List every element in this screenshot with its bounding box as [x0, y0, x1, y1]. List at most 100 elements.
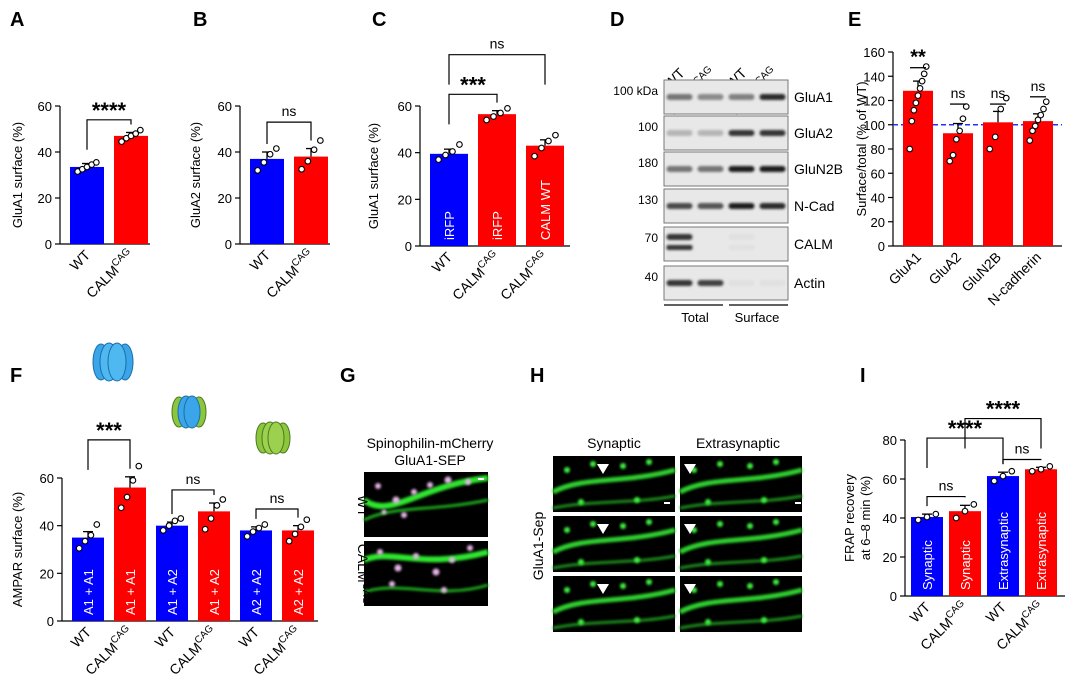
- bar-label: A1 + A1: [123, 569, 138, 615]
- data-point: [123, 493, 131, 501]
- data-point: [538, 144, 545, 152]
- panel-letter-a: A: [10, 9, 24, 31]
- arrowhead: [684, 584, 696, 594]
- data-point: [285, 537, 293, 545]
- scale-bar: [664, 502, 670, 504]
- significance-label: ns: [490, 36, 505, 52]
- x-tick-label-main: WT: [151, 623, 178, 650]
- spine: [578, 499, 584, 505]
- spine: [578, 619, 584, 625]
- spine: [747, 583, 753, 589]
- panel-letter-f: F: [10, 365, 22, 387]
- y-axis-label: GluA1 surface (%): [366, 123, 381, 229]
- y-axis-label: GluA1 surface (%): [10, 122, 25, 228]
- bar: [478, 114, 516, 247]
- data-point: [531, 152, 538, 160]
- significance-label: ***: [96, 418, 122, 443]
- x-tick-label: CALMCAG: [262, 246, 317, 301]
- spine: [620, 583, 626, 589]
- bar: [282, 530, 314, 621]
- data-point: [310, 146, 318, 154]
- significance-label: ****: [986, 397, 1021, 422]
- blot-band: [728, 245, 755, 250]
- arrowhead: [597, 584, 609, 594]
- data-point: [959, 115, 967, 123]
- data-point: [1002, 94, 1010, 102]
- y-axis-label: Surface/total (% of WT): [854, 81, 869, 216]
- significance-label: ****: [92, 98, 127, 123]
- panel-letter-c: C: [372, 9, 386, 31]
- channel-icon-a2a2: [255, 421, 291, 455]
- y-tick-label: 60: [38, 99, 52, 114]
- significance-bracket: [1002, 458, 1042, 465]
- y-tick-label: 120: [863, 94, 885, 109]
- data-point: [201, 525, 209, 533]
- y-axis-label: GluA2 surface (%): [188, 122, 203, 228]
- significance-label: **: [910, 47, 926, 69]
- panel-letter-d: D: [610, 9, 624, 31]
- data-point: [552, 131, 559, 139]
- x-tick-label-sup: CAG: [476, 248, 499, 271]
- data-point: [87, 531, 95, 539]
- spine: [773, 519, 779, 525]
- bar: [240, 530, 272, 621]
- bar: [70, 166, 104, 244]
- spine: [773, 579, 779, 585]
- bar: [72, 537, 104, 621]
- molecular-weight-label: 180: [638, 156, 658, 170]
- x-tick-label-sup: CAG: [277, 623, 300, 646]
- data-point: [442, 151, 449, 159]
- data-point: [923, 513, 931, 521]
- panel-letter-i: I: [860, 365, 866, 387]
- significance-bracket: [171, 489, 215, 515]
- data-point: [914, 516, 922, 524]
- blot-band: [728, 203, 755, 209]
- blot-band: [728, 234, 755, 240]
- data-point: [497, 109, 504, 117]
- blot-band: [728, 130, 755, 136]
- data-point: [255, 524, 263, 532]
- frap-micrographs: [551, 456, 803, 632]
- bar: [430, 153, 468, 246]
- y-tick-label: 100: [863, 118, 885, 133]
- data-point: [297, 523, 305, 531]
- data-point: [490, 113, 497, 120]
- data-point: [92, 159, 100, 166]
- data-point: [254, 167, 261, 174]
- dendrite-faint: [679, 554, 803, 570]
- significance-bracket: [448, 54, 546, 85]
- x-tick-label: WT: [428, 248, 455, 275]
- significance-bracket: [448, 93, 498, 125]
- blot-row-label: N-Cad: [794, 198, 834, 214]
- y-tick-label: 40: [218, 145, 232, 160]
- x-tick-label-sup: CAG: [1020, 598, 1043, 621]
- data-point: [949, 151, 957, 159]
- channel-icon-a1a2: [171, 395, 207, 429]
- y-tick-label: 0: [890, 589, 897, 604]
- x-tick-label: WT: [235, 623, 262, 650]
- spine: [564, 527, 570, 533]
- blot-strip: [663, 226, 789, 262]
- x-tick-label: GluA1: [885, 249, 924, 288]
- y-tick-label: 160: [863, 45, 885, 60]
- dendrite-faint: [679, 614, 803, 630]
- data-point: [132, 130, 140, 137]
- x-tick-label: GluA2: [925, 249, 964, 288]
- dendrite: [551, 527, 676, 555]
- y-tick-label: 20: [40, 566, 54, 581]
- chart-c: 0 20 40 60 GluA1 surface (%) iRFP WT iRFP CALMCA…: [366, 36, 570, 303]
- y-tick-label: 60: [883, 472, 897, 487]
- significance-label: ns: [1015, 441, 1030, 457]
- data-point: [545, 137, 552, 145]
- significance-bracket: [86, 119, 132, 150]
- x-tick-label: CALMCAG: [82, 246, 137, 301]
- data-point: [456, 141, 463, 148]
- data-point: [1034, 116, 1042, 124]
- blot-row-label: GluN2B: [794, 161, 843, 177]
- spine: [620, 463, 626, 469]
- data-point: [171, 517, 179, 525]
- data-point: [298, 165, 306, 173]
